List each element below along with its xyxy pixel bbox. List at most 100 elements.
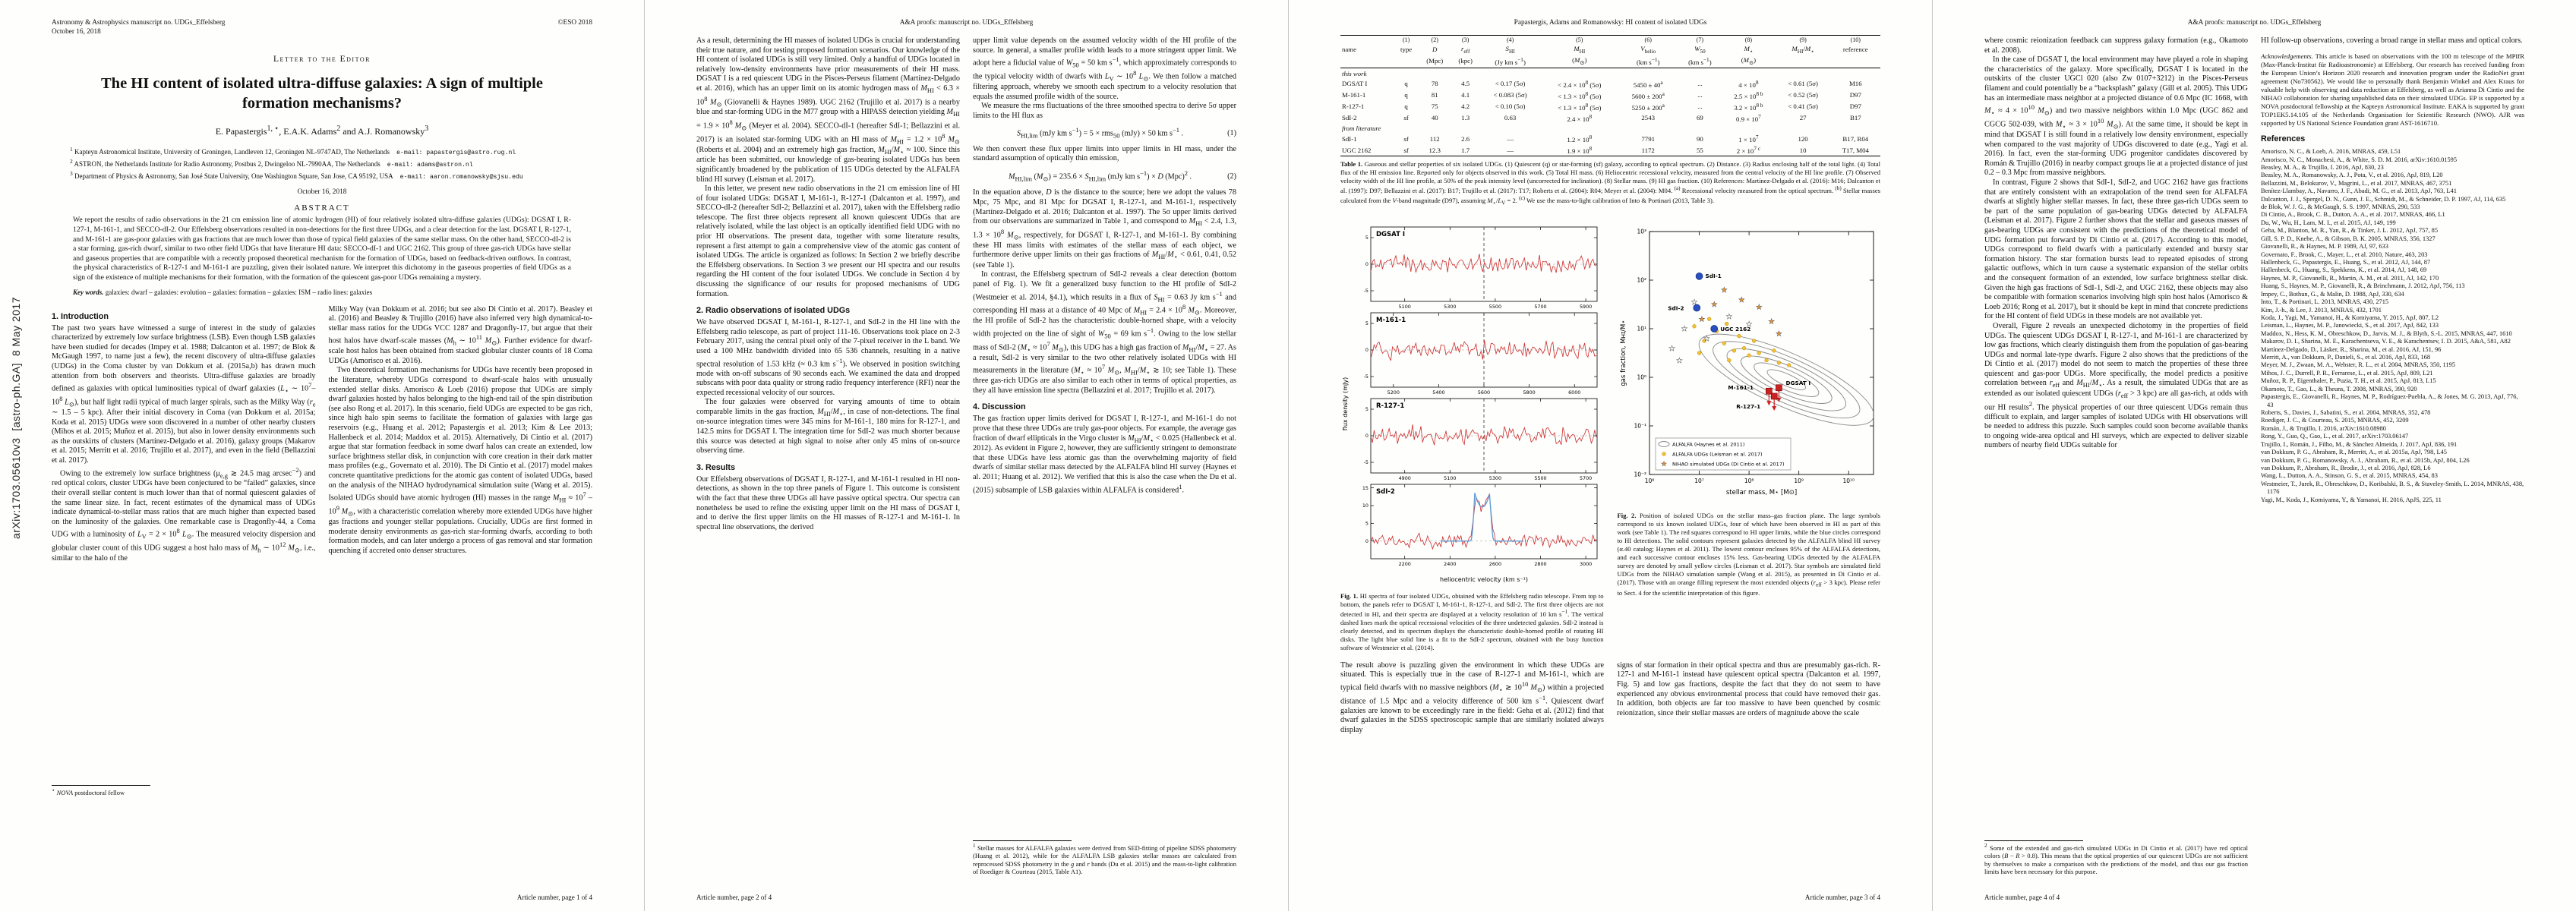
svg-text:2800: 2800 (1534, 561, 1546, 567)
galaxy-label: M-161-1 (1728, 384, 1754, 391)
table-group-label: this work (1342, 69, 1367, 77)
table-1-container: (1) (2) (3) (4) (5) (6) (7) (8) (9) (10) name type D… (1340, 35, 1880, 157)
copyright-note: ©ESO 2018 (557, 19, 592, 27)
footnote-rule (973, 840, 1072, 841)
spectrum-panel: -5 0 5 5200 5400 5600 5800 6000 M-161-1 (1364, 312, 1598, 396)
galaxy-label: SdI-2 (1668, 304, 1684, 311)
alfalfa-udg-point (1776, 361, 1781, 365)
paragraph: The gas fraction upper limits derived fo… (973, 415, 1236, 494)
nihao-udg-point: ★ (1698, 315, 1705, 323)
equation-number: (1) (1227, 128, 1236, 137)
svg-text:10⁹: 10⁹ (1794, 478, 1804, 484)
paragraph: In the case of DGSAT I, the local enviro… (1984, 55, 2248, 178)
detection-marker (1692, 304, 1700, 312)
svg-text:10³: 10³ (1637, 228, 1646, 235)
page-footer: Article number, page 2 of 4 (696, 894, 1236, 901)
page-footer-text: Article number, page 4 of 4 (1984, 894, 2060, 901)
reference-entry: Koda, J., Yagi, M., Yamanoi, H., & Komiy… (2261, 314, 2439, 321)
reference-entry: van Dokkum, P. G., Abraham, R., Merritt,… (2261, 449, 2447, 456)
svg-text:3000: 3000 (1580, 561, 1592, 567)
nihao-udg-point: ★ (1690, 298, 1697, 307)
section-heading: 1. Introduction (52, 311, 109, 321)
svg-text:15: 15 (1362, 485, 1368, 491)
manuscript-id: Astronomy & Astrophysics manuscript no. … (52, 19, 226, 27)
reference-entry: Mihos, J. C., Durrell, P. R., Ferrarese,… (2261, 369, 2433, 377)
acknowledgements: Acknowledgements. This article is based … (2261, 52, 2524, 128)
body-columns: The result above is puzzling given the e… (1340, 661, 1880, 736)
svg-text:0: 0 (1365, 347, 1368, 353)
table-1-caption: Table 1. Gaseous and stellar properties … (1340, 160, 1881, 206)
figure-2: 10⁶ 10⁷ 10⁸ 10⁹ 10¹⁰ 10⁻² 10⁻¹ 10⁰ 10¹ 10² 10³ ★ ★ ★ ★… (1618, 224, 1881, 652)
nihao-udg-point: ★ (1681, 325, 1687, 333)
reference-entry: Kim, J.-h., & Lee, J. 2013, MNRAS, 432, … (2261, 306, 2382, 314)
paragraph: The result above is puzzling given the e… (1340, 660, 1605, 735)
reference-entry: Amorisco, N. C., Monachesi, A., & White,… (2261, 156, 2458, 163)
equation: MHI,lim (M⊙) = 235.6 × SHI,lim (mJy km s… (973, 169, 1236, 183)
paragraph: We then convert these flux upper limits … (973, 144, 1236, 163)
svg-text:★: ★ (1660, 461, 1666, 468)
detection-marker (1709, 325, 1718, 333)
section-heading: References (2261, 134, 2306, 144)
busy-function-fit (1440, 493, 1524, 542)
legend-entry: NIHAO simulated UDGs (Di Cintio et al. 2… (1672, 461, 1785, 467)
equation-number: (2) (1227, 172, 1236, 181)
alfalfa-udg-point (1786, 363, 1791, 367)
page-footer-text: Article number, page 2 of 4 (696, 894, 772, 901)
reference-entry: Hallenbeck, G., Papastergis, E., Huang, … (2261, 259, 2431, 266)
svg-text:10⁻²: 10⁻² (1634, 471, 1646, 478)
reference-entry: Hallenbeck, G., Huang, S., Spekkens, K.,… (2261, 266, 2427, 274)
reference-entry: Maddox, N., Hess, K. M., Obreschkow, D.,… (2261, 329, 2512, 337)
svg-text:10¹: 10¹ (1637, 325, 1646, 332)
alfalfa-udg-point (1736, 333, 1741, 339)
nihao-udg-point: ★ (1668, 345, 1675, 353)
column-right: upper limit value depends on the assumed… (973, 36, 1236, 876)
table-group-label: from literature (1342, 125, 1381, 133)
paragraph: The four galaxies were observed for vary… (696, 398, 960, 456)
footnote-text: ⋆ NOVA postdoctoral fellow (52, 787, 125, 796)
page-3: Papastergis, Adams and Romanowsky: HI co… (1288, 0, 1932, 911)
alfalfa-udg-point (1751, 339, 1756, 343)
body-columns: As a result, determining the HI masses o… (696, 36, 1236, 876)
svg-text:5700: 5700 (1580, 475, 1592, 481)
svg-text:2200: 2200 (1399, 561, 1411, 567)
nihao-udg-point: ★ (1755, 303, 1762, 311)
svg-text:5600: 5600 (1478, 389, 1490, 396)
authors-line: E. Papastergis1, ⋆, E.A.K. Adams2 and A.… (215, 125, 429, 137)
footnote-text: 2 Some of the extended and gas-rich simu… (1984, 842, 2249, 876)
abstract-heading: ABSTRACT (294, 203, 350, 213)
paragraph: signs of star formation in their optical… (1617, 660, 1880, 717)
spectrum-trace (1370, 424, 1597, 446)
reference-entry: Leisman, L., Haynes, M. P., Janowiecki, … (2261, 322, 2439, 329)
upper-limit-marker (1765, 387, 1773, 395)
reference-entry: Meyer, M. J., Zwaan, M. A., Webster, R. … (2261, 361, 2455, 369)
svg-text:0: 0 (1365, 261, 1368, 267)
running-head-text: A&A proofs: manuscript no. UDGs_Effelsbe… (2187, 19, 2322, 27)
x-axis-label: heliocentric velocity (km s⁻¹) (1440, 576, 1528, 583)
galaxy-label: DGSAT I (1785, 380, 1810, 386)
footnote: 1 Stellar masses for ALFALFA galaxies we… (973, 837, 1236, 876)
footnote-text: 1 Stellar masses for ALFALFA galaxies we… (973, 842, 1236, 876)
svg-text:0: 0 (1365, 538, 1368, 544)
svg-text:10⁶: 10⁶ (1644, 478, 1654, 484)
footnote-rule (1984, 840, 2083, 841)
paragraph: We measure the rms fluctuations of the t… (973, 102, 1236, 120)
svg-text:5500: 5500 (1534, 475, 1546, 481)
reference-entry: Roediger, J. C., & Courteau, S. 2015, MN… (2261, 417, 2409, 424)
column-left: 1. Introduction The past two years have w… (52, 305, 316, 797)
reference-entry: de Blok, W. J. G., & McGaugh, S. S. 1997… (2261, 203, 2420, 211)
reference-entry: Martínez-Delgado, D., Läsker, R., Sharin… (2261, 345, 2442, 353)
svg-text:5: 5 (1365, 235, 1368, 241)
paragraph: where cosmic reionization feedback can s… (1984, 36, 2248, 55)
svg-text:2400: 2400 (1444, 561, 1456, 567)
nihao-udg-point: ★ (1776, 329, 1782, 338)
reference-entry: Muñoz, R. P., Eigenthaler, P., Puzia, T.… (2261, 377, 2436, 385)
alfalfa-udg-point (1757, 351, 1761, 355)
equation-body: SHI,lim (mJy km s−1) = 5 × rms50 (mJy) ×… (1017, 126, 1184, 140)
nihao-udg-point: ★ (1703, 335, 1710, 343)
paragraph: Milky Way (van Dokkum et al. 2016; but s… (328, 304, 593, 365)
running-head: Astronomy & Astrophysics manuscript no. … (52, 18, 592, 36)
footnote: ⋆ NOVA postdoctoral fellow (52, 781, 316, 796)
legend-entry: ALFALFA (Haynes et al. 2011) (1672, 441, 1744, 447)
spectrum-trace (1370, 493, 1597, 550)
